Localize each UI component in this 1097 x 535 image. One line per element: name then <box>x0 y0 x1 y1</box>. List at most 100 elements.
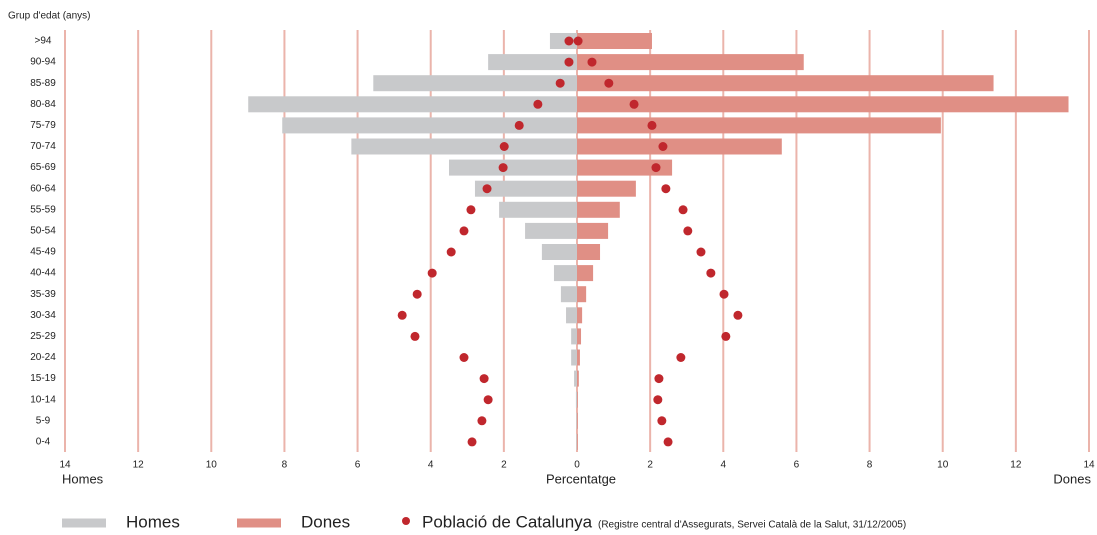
x-tick-label: 4 <box>721 460 727 471</box>
population-dot <box>410 331 420 341</box>
bar <box>577 391 578 408</box>
y-tick-label: 60-64 <box>30 183 56 194</box>
population-dot <box>678 205 688 215</box>
y-tick-label: 15-19 <box>30 373 56 384</box>
bar <box>560 286 577 303</box>
bar <box>577 75 994 92</box>
population-dot <box>499 142 509 151</box>
population-dot <box>498 163 508 173</box>
population-dot <box>564 36 574 46</box>
population-dot <box>587 57 597 67</box>
population-dot <box>721 331 731 341</box>
y-tick-label: 55-59 <box>30 204 56 215</box>
x-label-right: Dones <box>1053 471 1091 486</box>
x-tick-label: 10 <box>937 460 949 471</box>
y-tick-label: 75-79 <box>30 120 56 131</box>
population-dot <box>555 78 565 88</box>
y-tick-label: 45-49 <box>30 247 56 258</box>
population-dot <box>706 268 716 278</box>
bar <box>571 328 577 345</box>
bar <box>576 412 577 429</box>
population-dot <box>651 163 661 173</box>
population-dot <box>676 353 686 362</box>
x-tick-label: 12 <box>133 460 145 471</box>
population-dot <box>533 99 543 109</box>
bar <box>577 265 594 282</box>
y-tick-label: 20-24 <box>30 352 56 363</box>
population-dot <box>427 268 437 278</box>
x-tick-label: 2 <box>501 460 507 471</box>
bar <box>577 349 580 366</box>
population-dot <box>654 374 664 384</box>
population-dot <box>696 247 706 257</box>
population-dot <box>397 310 407 320</box>
bar <box>577 328 582 345</box>
y-tick-label: 80-84 <box>30 99 56 110</box>
population-dot <box>477 416 487 426</box>
x-tick-label: 14 <box>59 460 71 471</box>
x-tick-label: 0 <box>574 460 580 471</box>
population-dot <box>719 289 729 299</box>
bar <box>575 391 577 408</box>
x-tick-label: 12 <box>1010 460 1022 471</box>
y-axis-title: Grup d'edat (anys) <box>8 11 91 22</box>
population-dot <box>604 78 614 88</box>
bar <box>525 222 577 239</box>
y-tick-label: 50-54 <box>30 226 56 237</box>
y-tick-label: >94 <box>35 36 52 47</box>
bar <box>577 412 578 429</box>
bar <box>577 201 620 218</box>
bar <box>571 349 577 366</box>
population-dot <box>683 226 693 236</box>
x-tick-label: 14 <box>1083 460 1095 471</box>
population-dot <box>466 205 476 215</box>
bar <box>541 244 577 260</box>
x-axis-title: Percentatge <box>546 471 616 486</box>
legend-swatch <box>237 518 281 528</box>
bar <box>577 244 601 260</box>
bar <box>449 159 577 176</box>
bar <box>474 180 577 197</box>
bar <box>553 265 577 282</box>
bar <box>577 54 804 71</box>
bar <box>499 201 577 218</box>
bar <box>577 159 673 176</box>
legend-dot <box>402 517 410 525</box>
x-tick-label: 6 <box>355 460 361 471</box>
population-dot <box>482 184 492 194</box>
population-dot <box>459 353 469 362</box>
bar <box>577 117 941 134</box>
population-dot <box>647 120 657 130</box>
population-dot <box>467 437 477 447</box>
population-dot <box>564 57 574 67</box>
population-dot <box>459 226 469 236</box>
x-tick-label: 8 <box>282 460 288 471</box>
population-dot <box>657 416 667 426</box>
bar <box>488 54 577 71</box>
y-tick-label: 65-69 <box>30 162 56 173</box>
population-dot <box>629 99 639 109</box>
bar <box>577 222 609 239</box>
bar <box>577 138 782 155</box>
population-dot <box>663 437 673 447</box>
x-tick-label: 8 <box>867 460 873 471</box>
x-tick-label: 4 <box>428 460 434 471</box>
bar <box>577 180 636 197</box>
population-dot <box>653 395 663 405</box>
bar <box>577 433 578 450</box>
x-label-left: Homes <box>62 471 104 486</box>
y-tick-label: 35-39 <box>30 289 56 300</box>
population-dot <box>514 120 524 130</box>
population-dot <box>658 142 668 151</box>
bar <box>248 96 578 113</box>
legend-swatch <box>62 518 106 528</box>
bar <box>351 138 577 155</box>
legend-label: Població de Catalunya <box>422 512 593 531</box>
bar <box>566 307 577 324</box>
bar <box>373 75 577 92</box>
y-tick-label: 90-94 <box>30 57 56 68</box>
population-dot <box>483 395 493 405</box>
x-tick-label: 6 <box>794 460 800 471</box>
